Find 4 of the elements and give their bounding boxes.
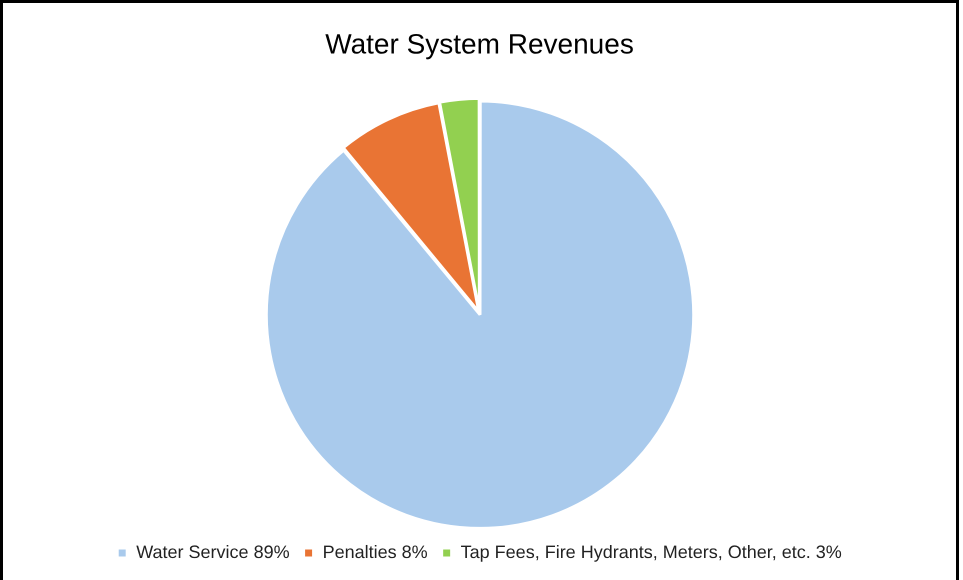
- chart-title: Water System Revenues: [325, 28, 634, 60]
- legend-label: Water Service 89%: [136, 542, 290, 562]
- legend-label: Tap Fees, Fire Hydrants, Meters, Other, etc. 3%: [460, 542, 842, 562]
- legend-label: Penalties 8%: [322, 542, 428, 562]
